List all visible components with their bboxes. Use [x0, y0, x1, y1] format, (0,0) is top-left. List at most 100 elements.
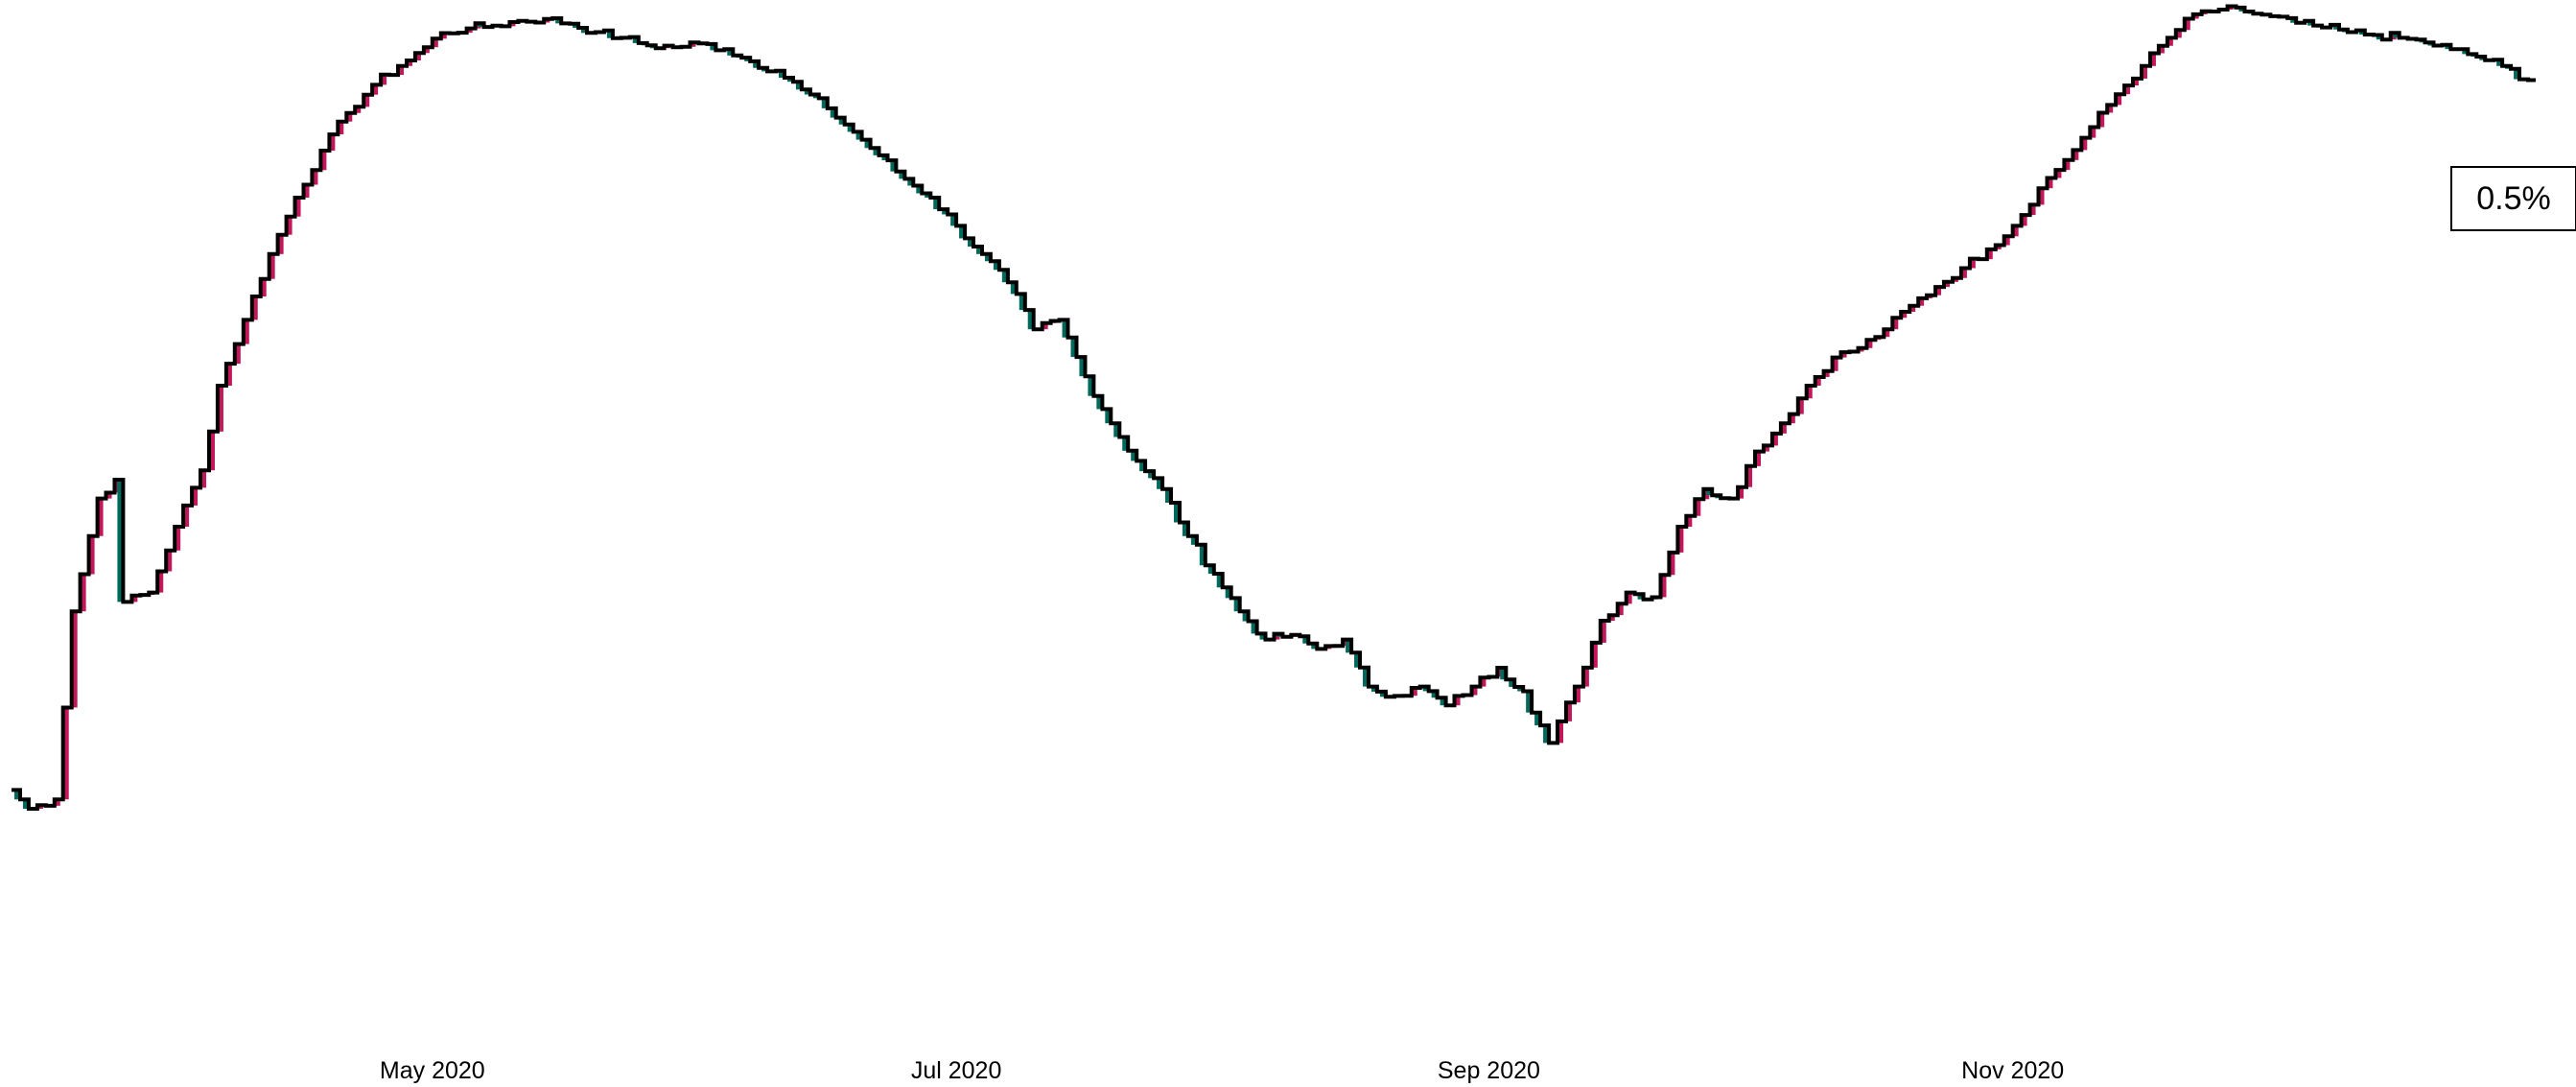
up-step-bar: [1583, 667, 1589, 687]
down-step-bar: [1422, 686, 1428, 692]
up-step-bar: [1687, 515, 1693, 527]
up-step-bar: [2150, 53, 2156, 66]
up-step-bar: [176, 527, 181, 551]
up-step-bar: [382, 74, 387, 85]
up-step-bar: [269, 253, 275, 279]
up-step-bar: [356, 106, 362, 113]
up-step-bar: [167, 550, 173, 572]
up-step-bar: [2142, 65, 2147, 79]
down-step-bar: [2393, 33, 2399, 38]
up-step-bar: [1609, 615, 1615, 621]
up-step-bar: [184, 505, 190, 527]
up-step-bar: [407, 59, 412, 66]
down-step-bar: [1088, 376, 1093, 396]
down-step-bar: [2358, 30, 2364, 35]
down-step-bar: [1311, 643, 1317, 650]
up-step-bar: [1936, 287, 1942, 295]
up-step-bar: [1841, 352, 1847, 358]
down-step-bar: [830, 107, 835, 118]
down-step-bar: [1165, 488, 1171, 504]
up-step-bar: [373, 84, 379, 95]
up-step-bar: [1455, 696, 1461, 706]
up-step-bar: [304, 184, 310, 198]
up-step-bar: [1996, 245, 2002, 249]
down-step-bar: [899, 171, 904, 179]
up-step-bar: [2134, 78, 2140, 86]
down-step-bar: [2290, 17, 2296, 23]
up-step-bar: [1790, 414, 1795, 424]
down-step-bar: [2376, 35, 2381, 40]
down-step-bar: [881, 154, 887, 161]
down-step-bar: [1370, 686, 1376, 692]
up-step-bar: [244, 319, 249, 344]
up-step-bar: [1412, 688, 1417, 697]
down-step-bar: [1637, 594, 1643, 600]
down-step-bar: [864, 139, 870, 149]
up-step-bar: [1807, 386, 1813, 399]
x-tick-label: Jul 2020: [911, 1057, 1002, 1084]
down-step-bar: [1543, 725, 1549, 744]
up-step-bar: [2073, 150, 2079, 160]
down-step-bar: [855, 131, 861, 140]
down-step-bar: [1113, 423, 1119, 437]
down-step-bar: [1225, 587, 1230, 599]
up-step-bar: [1566, 702, 1572, 721]
up-step-bar: [2167, 37, 2173, 46]
down-step-bar: [1173, 503, 1179, 523]
down-step-bar: [710, 43, 715, 51]
down-step-bar: [925, 193, 930, 198]
down-step-bar: [975, 247, 981, 254]
up-step-bar: [218, 386, 223, 432]
down-step-bar: [1019, 294, 1024, 311]
up-step-bar: [1601, 621, 1606, 643]
down-step-bar: [804, 89, 809, 95]
down-step-bar: [1346, 639, 1351, 653]
up-step-bar: [261, 278, 267, 297]
down-step-bar: [786, 78, 792, 83]
up-step-bar: [313, 170, 318, 185]
up-step-bar: [2099, 112, 2105, 128]
down-step-bar: [984, 253, 990, 262]
down-step-bar: [1182, 522, 1187, 536]
up-step-bar: [1824, 370, 1830, 377]
up-step-bar: [1575, 686, 1581, 703]
up-step-bar: [415, 53, 421, 60]
up-step-bar: [2039, 188, 2045, 205]
up-step-bar: [2056, 170, 2062, 178]
up-step-bar: [1902, 311, 1908, 319]
down-step-bar: [1190, 535, 1196, 545]
down-step-bar: [847, 124, 853, 132]
up-step-bar: [2004, 236, 2010, 246]
up-step-bar: [2159, 45, 2165, 54]
up-step-bar: [278, 234, 284, 254]
down-step-bar: [1362, 667, 1368, 687]
up-step-bar: [158, 571, 164, 593]
down-step-bar: [22, 799, 28, 809]
down-step-bar: [632, 36, 638, 43]
down-step-bar: [2307, 20, 2313, 26]
up-step-bar: [1798, 398, 1804, 414]
last-value-badge: 0.5%: [2450, 166, 2576, 231]
down-step-bar: [838, 117, 844, 125]
down-step-bar: [1070, 337, 1076, 358]
down-step-bar: [821, 98, 827, 108]
up-step-bar: [2117, 94, 2122, 106]
down-step-bar: [1139, 461, 1145, 472]
down-step-bar: [2332, 24, 2338, 30]
down-step-bar: [1526, 691, 1532, 713]
up-step-bar: [1670, 552, 1675, 576]
x-tick-label: Nov 2020: [1961, 1057, 2064, 1084]
x-tick-label: May 2020: [380, 1057, 485, 1084]
up-step-bar: [321, 151, 327, 171]
down-step-bar: [968, 238, 973, 248]
down-step-bar: [2462, 49, 2468, 55]
up-step-bar: [1961, 268, 1967, 278]
up-step-bar: [441, 33, 447, 39]
down-step-bar: [1207, 565, 1213, 574]
up-step-bar: [1739, 486, 1745, 499]
down-step-bar: [950, 214, 956, 226]
down-step-bar: [2514, 68, 2519, 80]
up-step-bar: [201, 470, 207, 488]
up-step-bar: [106, 492, 112, 499]
